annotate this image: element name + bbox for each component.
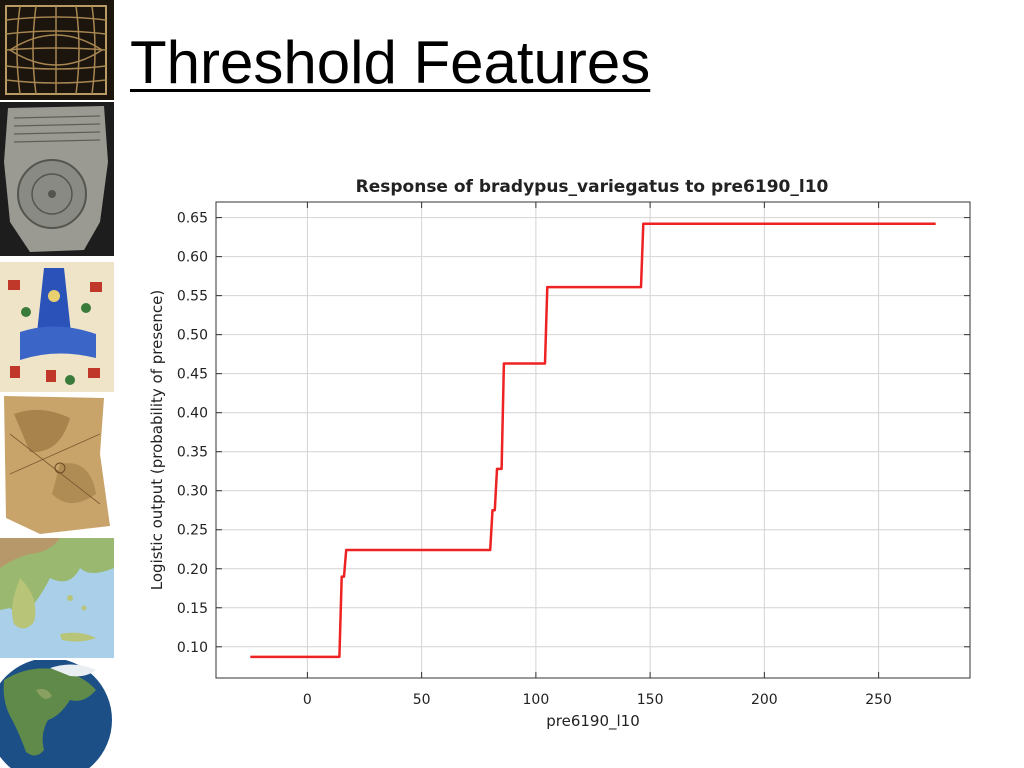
y-tick-label: 0.35 [177, 445, 208, 461]
chart-grid [216, 202, 970, 678]
illustrated-map-icon [0, 262, 114, 392]
slide-title: Threshold Features [130, 29, 651, 96]
chart-background [140, 168, 980, 748]
x-axis: 0 50 100 150 200 250 [303, 202, 892, 708]
response-line [250, 222, 936, 659]
y-tick-label: 0.40 [177, 406, 208, 422]
x-tick-label: 100 [523, 692, 550, 708]
chart-title: Response of bradypus_variegatus to pre61… [356, 177, 829, 197]
y-tick-label: 0.15 [177, 601, 208, 617]
y-tick-label: 0.60 [177, 250, 208, 266]
y-tick-label: 0.30 [177, 484, 208, 500]
x-tick-label: 200 [751, 692, 778, 708]
y-tick-label: 0.20 [177, 562, 208, 578]
parchment-map-icon [0, 394, 114, 536]
x-axis-label: pre6190_l10 [546, 712, 640, 731]
y-tick-label: 0.50 [177, 328, 208, 344]
y-tick-label: 0.25 [177, 523, 208, 539]
x-tick-label: 150 [637, 692, 664, 708]
y-tick-label: 0.45 [177, 367, 208, 383]
y-axis: 0.10 0.15 0.20 0.25 0.30 0.35 0.40 0.45 0.50 0.55… [177, 211, 970, 656]
y-tick-label: 0.65 [177, 211, 208, 227]
y-tick-label: 0.55 [177, 289, 208, 305]
chart-series [250, 222, 936, 659]
x-tick-label: 250 [865, 692, 892, 708]
globe-icon [0, 660, 114, 768]
stone-tablet-map-icon [0, 102, 114, 256]
x-tick-label: 50 [413, 692, 431, 708]
sidebar-thumbnails [0, 0, 114, 768]
response-chart: Response of bradypus_variegatus to pre61… [140, 168, 980, 748]
y-axis-label: Logistic output (probability of presence… [148, 290, 166, 590]
y-tick-label: 0.10 [177, 640, 208, 656]
plot-area [215, 201, 971, 679]
grid-map-icon [0, 0, 114, 100]
greece-map-icon [0, 538, 114, 658]
x-tick-label: 0 [303, 692, 312, 708]
